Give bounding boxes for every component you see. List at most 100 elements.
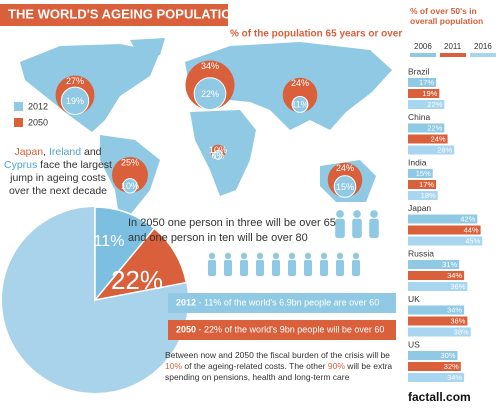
bar-label: 28% (437, 145, 452, 154)
fact-band (168, 293, 396, 313)
person-body (369, 218, 379, 238)
bar (408, 225, 481, 235)
country-label: India (408, 157, 427, 167)
person-body (335, 218, 345, 238)
bar-label: 31% (442, 260, 457, 269)
bar-label: 34% (447, 305, 462, 314)
bar (408, 180, 437, 189)
bubble-label-2012: 6% (211, 150, 224, 160)
bar-label: 18% (421, 191, 436, 200)
bar-label: 30% (440, 351, 455, 360)
year-label: 2011 (444, 42, 462, 51)
person-body (288, 260, 296, 276)
bar-label: 42% (460, 214, 475, 223)
callout-part: and (81, 146, 102, 158)
burden-part: of the ageing-related costs. The other (182, 361, 328, 371)
bubble-label-2050: 24% (336, 163, 354, 173)
title-bar (0, 4, 228, 26)
callout-part: Ireland (48, 146, 82, 158)
bar (408, 134, 448, 144)
bar-label: 38% (454, 327, 469, 336)
country-label: China (408, 112, 430, 122)
person-head (272, 252, 280, 260)
person-head (353, 210, 361, 218)
bubble-2012 (291, 95, 309, 113)
person-head (320, 252, 328, 260)
bar (408, 78, 437, 87)
country-label: Japan (408, 203, 431, 213)
bar-label: 17% (419, 78, 434, 87)
bar-label: 22% (427, 123, 442, 132)
person-body (272, 260, 280, 276)
bubble-label-2050: 25% (121, 157, 139, 167)
bar (408, 100, 445, 109)
bubble-label-2012: 10% (121, 181, 139, 191)
country-label: US (408, 339, 420, 349)
person-body (320, 260, 328, 276)
year-swatch (440, 53, 466, 57)
bar-label: 19% (422, 89, 437, 98)
bar (408, 316, 468, 326)
projection: In 2050 one person in three will be over… (128, 217, 336, 244)
person-body (240, 260, 248, 276)
country-label: Russia (408, 248, 434, 258)
bar (408, 260, 460, 269)
fact-body: - 11% of the world's 6.9bn people are ov… (196, 298, 379, 308)
pie-label: 11% (94, 233, 125, 250)
person-head (224, 252, 232, 260)
callout: Japan, Ireland and Cyprus face the large… (4, 146, 112, 198)
bar (408, 271, 465, 280)
bar-label: 24% (431, 134, 446, 143)
bar-label: 36% (450, 282, 465, 291)
continent (130, 38, 165, 58)
person-head (352, 252, 360, 260)
bar-label: 17% (419, 180, 434, 189)
country-label: UK (408, 294, 420, 304)
bubble-2012 (213, 150, 223, 160)
subtitle: % of the population 65 years or over (230, 29, 402, 40)
bar (408, 373, 465, 382)
year-label: 2016 (474, 42, 492, 51)
person-head (240, 252, 248, 260)
legend-label: 2012 (28, 101, 48, 111)
year-swatch (470, 53, 496, 57)
legend-swatch (14, 118, 23, 127)
bar (408, 351, 458, 360)
bar-label: 15% (416, 169, 431, 178)
bubble-2012 (122, 178, 138, 194)
person-body (304, 260, 312, 276)
burden-part: will be extra spending on pensions, heal… (165, 361, 393, 382)
bubble-2012 (333, 175, 357, 198)
person-body (336, 260, 344, 276)
bar (408, 282, 468, 291)
bar-label: 22% (427, 100, 442, 109)
bubble-2050 (282, 77, 318, 113)
bar (408, 89, 440, 98)
fact-year: 2050 (176, 325, 196, 335)
bar (408, 145, 455, 155)
bubble-label-2012: 11% (291, 100, 308, 110)
country-label: Brazil (408, 66, 429, 76)
people-icons (208, 210, 379, 276)
over50-title: % of over 50's in overall population (410, 6, 484, 26)
pie-label: 22% (111, 265, 163, 295)
fact-text: 2012 - 11% of the world's 6.9bn people a… (176, 298, 379, 308)
bar (408, 123, 445, 133)
bar-label: 45% (465, 236, 480, 245)
person-head (288, 252, 296, 260)
fact-body: - 22% of the world's 9bn people will be … (196, 325, 384, 335)
burden-part: Between now and 2050 the fiscal burden o… (165, 350, 390, 360)
bubble-label-2012: 19% (66, 96, 84, 106)
person-body (256, 260, 264, 276)
bubble-label-2050: 24% (291, 78, 309, 88)
burden: Between now and 2050 the fiscal burden o… (165, 350, 400, 383)
bar (408, 214, 478, 224)
person-body (352, 218, 362, 238)
bubble-label-2012: 15% (336, 182, 354, 192)
bubble-2012 (60, 86, 90, 115)
footer: factall.com (408, 390, 471, 404)
bar-label: 34% (447, 271, 462, 280)
year-swatch (410, 53, 436, 57)
person-head (370, 210, 378, 218)
